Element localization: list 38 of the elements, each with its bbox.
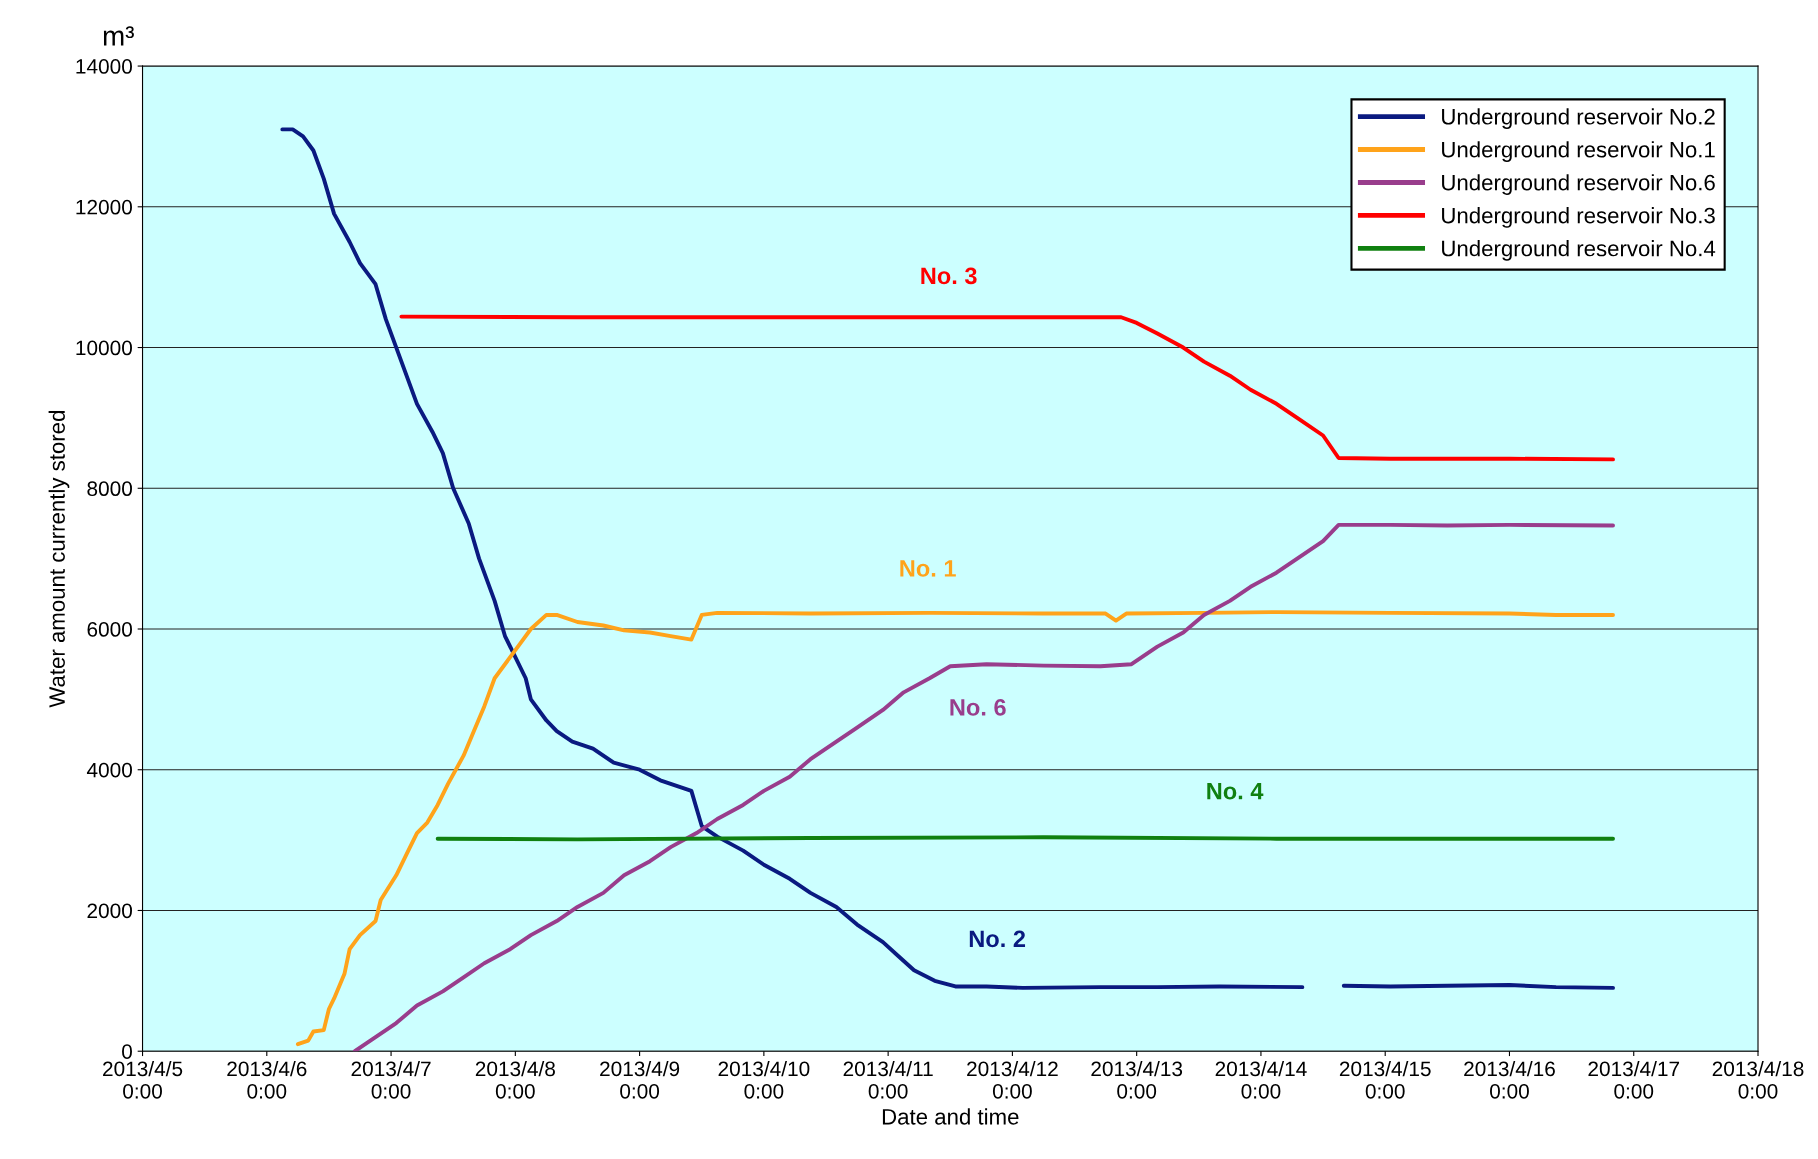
- y-tick-label: 14000: [76, 59, 132, 74]
- legend-label: Underground reservoir No.1: [1442, 141, 1715, 162]
- x-tick-label: 2013/4/6 0:00: [227, 1060, 307, 1099]
- x-tick-label: 2013/4/16 0:00: [1464, 1060, 1555, 1099]
- legend-label: Underground reservoir No.4: [1442, 240, 1716, 261]
- x-tick-label: 2013/4/17 0:00: [1588, 1060, 1680, 1099]
- y-tick-label: 12000: [76, 199, 132, 215]
- x-axis-title: Date and time: [882, 1108, 1019, 1125]
- y-tick-label: 6000: [87, 622, 132, 637]
- y-tick-label: 2000: [87, 903, 132, 919]
- x-tick-label: 2013/4/8 0:00: [475, 1060, 555, 1099]
- x-tick-label: 2013/4/18 0:00: [1712, 1060, 1804, 1099]
- line-series: [352, 522, 1615, 1052]
- x-tick-label: 2013/4/7 0:00: [351, 1060, 431, 1099]
- annotation: No. 4: [1207, 782, 1264, 800]
- y-tick-label: 8000: [87, 481, 132, 497]
- x-tick-label: 2013/4/13 0:00: [1091, 1060, 1183, 1099]
- x-tick-label: 2013/4/14 0:00: [1215, 1060, 1307, 1099]
- x-tick-label: 2013/4/5 0:00: [103, 1060, 183, 1099]
- annotation: No. 3: [921, 267, 977, 285]
- y-tick-label: 0: [122, 1044, 132, 1059]
- text: m³: [103, 26, 134, 46]
- y-tick-label: 10000: [76, 340, 132, 356]
- y-axis-title: Water amount currently stored: [48, 411, 70, 708]
- annotation: No. 2: [969, 930, 1026, 948]
- x-tick-label: 2013/4/11 0:00: [843, 1060, 933, 1099]
- annotation: No. 1: [900, 560, 956, 577]
- legend-label: Underground reservoir No.3: [1442, 207, 1715, 228]
- legend-label: Underground reservoir No.6: [1442, 174, 1715, 195]
- line-series: [295, 610, 1615, 1047]
- line-series: [399, 314, 1615, 462]
- x-tick-label: 2013/4/10 0:00: [718, 1060, 810, 1099]
- x-tick-label: 2013/4/9 0:00: [600, 1060, 680, 1099]
- x-tick-label: 2013/4/15 0:00: [1339, 1060, 1431, 1099]
- y-tick-label: 4000: [86, 762, 132, 778]
- annotation: No. 6: [950, 698, 1006, 716]
- x-tick-label: 2013/4/12 0:00: [967, 1060, 1058, 1099]
- legend-label: Underground reservoir No.2: [1442, 108, 1715, 129]
